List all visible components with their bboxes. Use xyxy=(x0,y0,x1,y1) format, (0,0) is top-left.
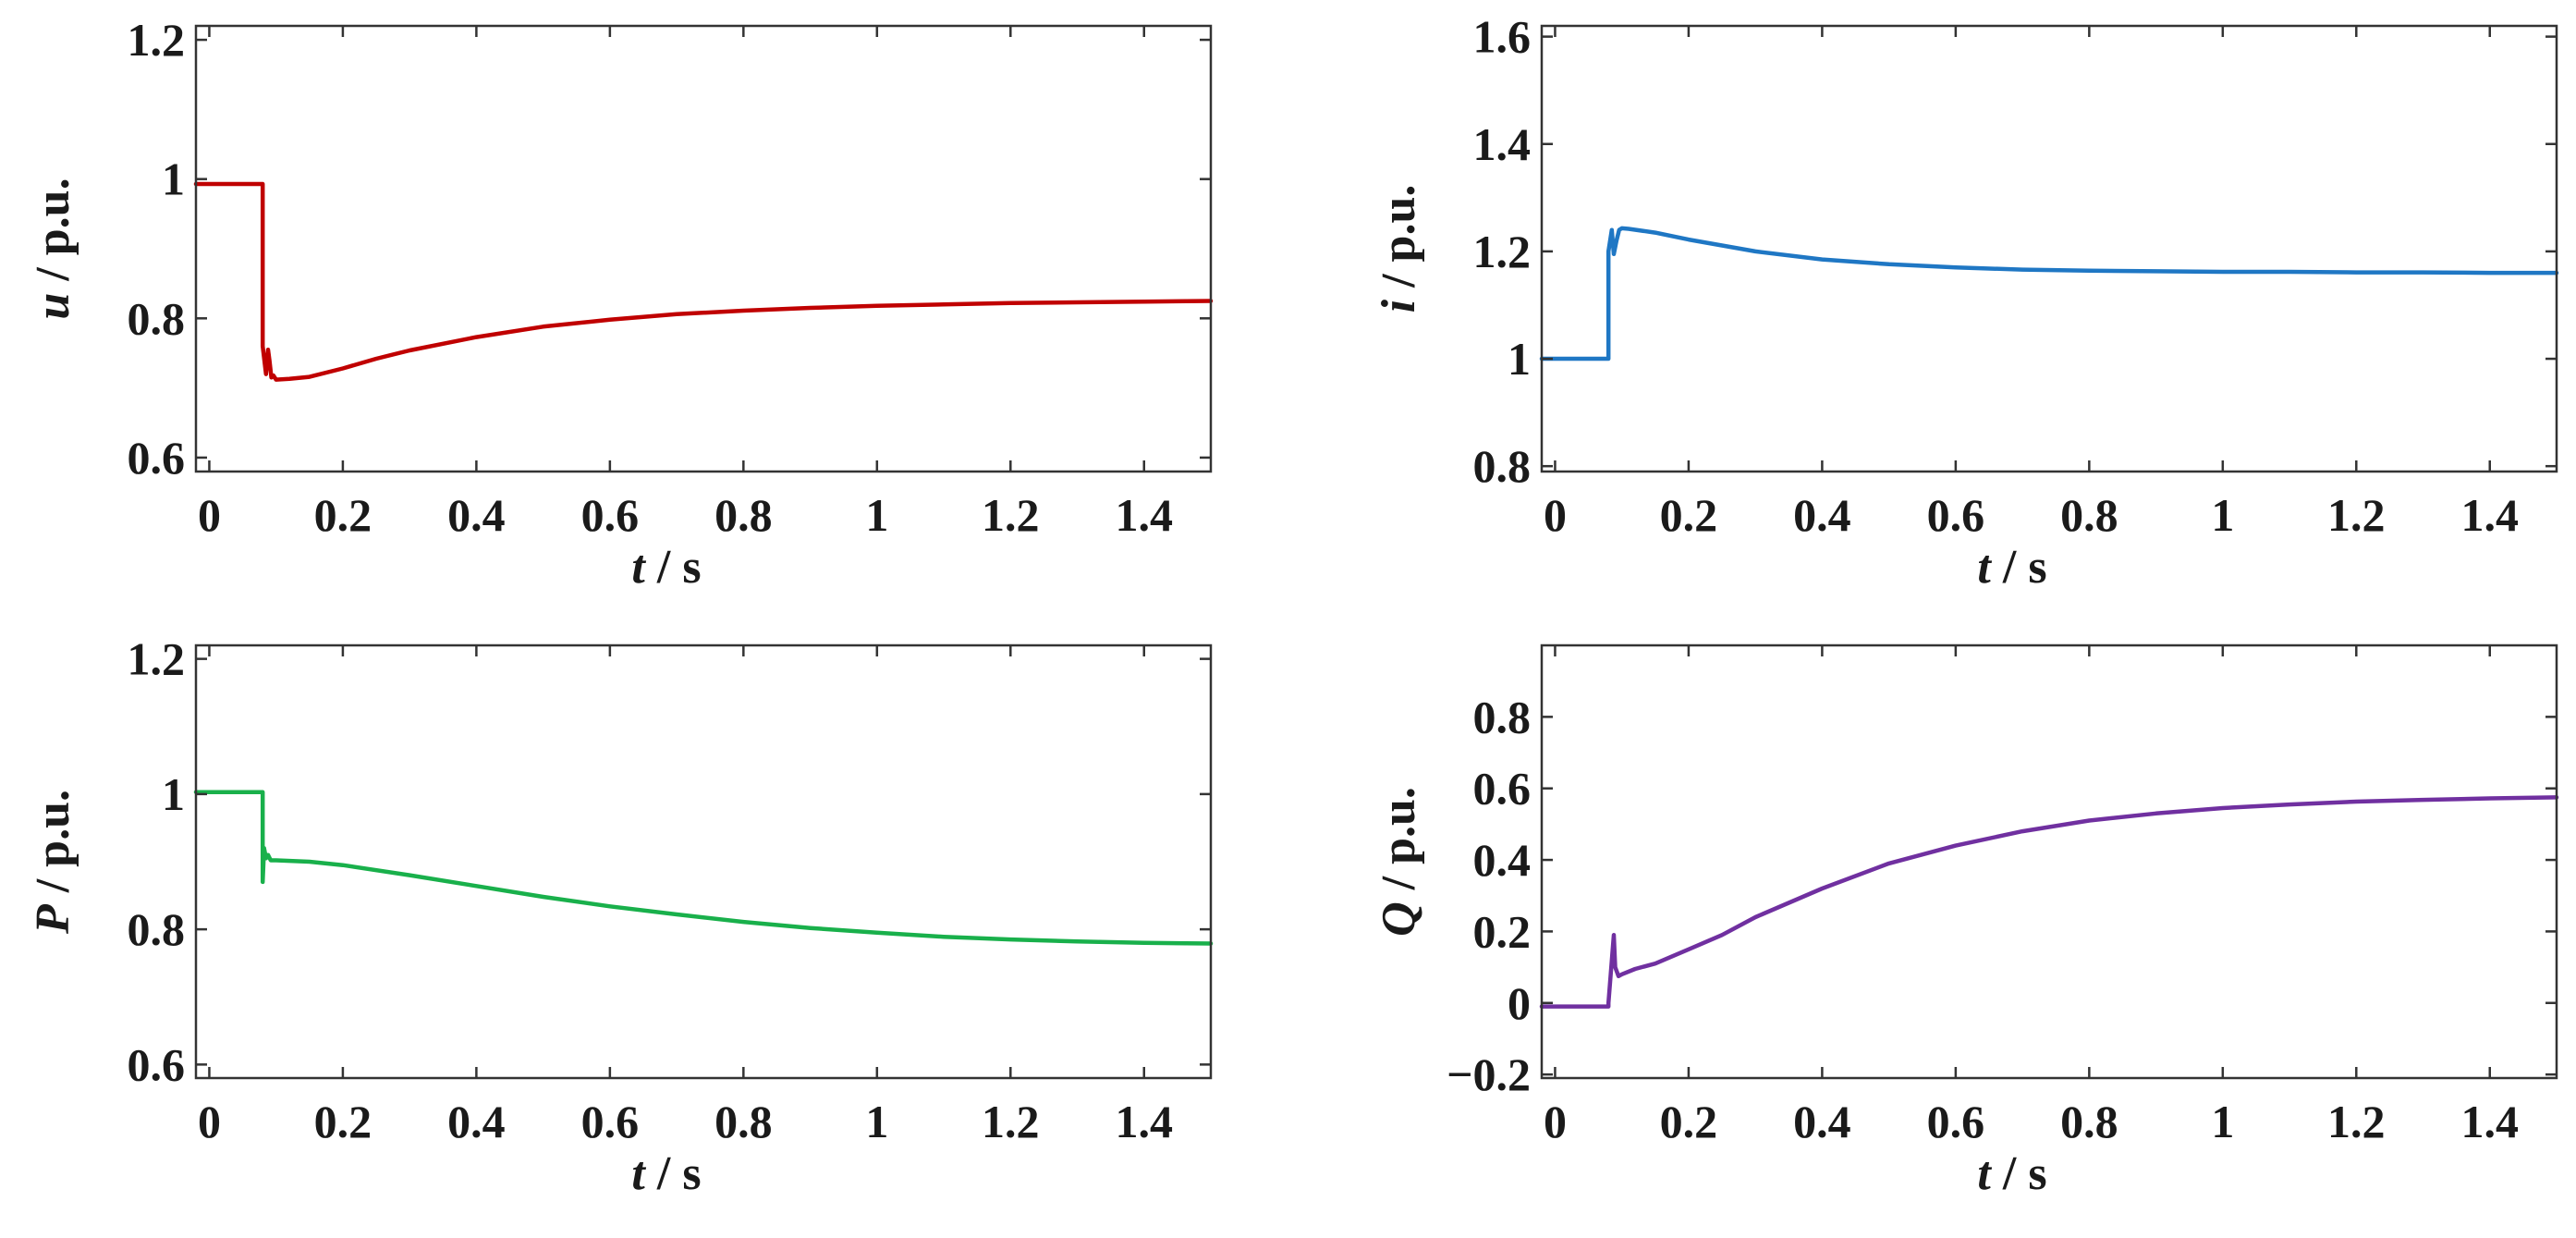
current-xtick-label: 0 xyxy=(1544,489,1567,541)
voltage-ytick-label: 0.8 xyxy=(128,292,186,344)
subplot-reactive-power: 0 0.2 0.4 0.6 0.8 1 1.2 1.4 −0.2 0 0.2 0.4 0.6 0.8 t /… xyxy=(1373,644,2559,1200)
current-ytick-label: 1.2 xyxy=(1473,226,1532,277)
reactive-power-ytick-label: 0 xyxy=(1508,977,1531,1029)
active-power-xtick-label: 0.8 xyxy=(714,1096,773,1147)
active-power-ylabel: P / p.u. xyxy=(27,790,79,935)
voltage-ytick-label: 0.6 xyxy=(128,432,186,484)
voltage-xtick-label: 0.6 xyxy=(581,489,640,541)
current-ytick-label: 0.8 xyxy=(1473,440,1532,492)
current-xtick-label: 0.4 xyxy=(1793,489,1851,541)
current-xtick-label: 0.2 xyxy=(1660,489,1718,541)
reactive-power-ylabel: Q / p.u. xyxy=(1373,787,1425,937)
reactive-power-ytick-label: 0.6 xyxy=(1473,763,1532,815)
voltage-ylabel: u / p.u. xyxy=(27,178,79,319)
current-xtick-label: 1 xyxy=(2211,489,2234,541)
active-power-xtick-label: 0.6 xyxy=(581,1096,640,1147)
current-xtick-label: 0.6 xyxy=(1927,489,1985,541)
voltage-xtick-label: 0 xyxy=(198,489,221,541)
active-power-ytick-label: 0.6 xyxy=(128,1038,186,1090)
current-ytick-label: 1.4 xyxy=(1473,118,1532,170)
reactive-power-ytick-label: 0.8 xyxy=(1473,691,1532,742)
active-power-axes-frame xyxy=(194,644,1213,1080)
voltage-xlabel: t / s xyxy=(631,541,701,594)
reactive-power-series-line xyxy=(1539,795,2559,1009)
reactive-power-ytick-label: −0.2 xyxy=(1447,1048,1531,1100)
reactive-power-xtick-label: 0.8 xyxy=(2060,1096,2118,1147)
reactive-power-ytick-label: 0.4 xyxy=(1473,834,1532,886)
reactive-power-xtick-label: 1 xyxy=(2211,1096,2234,1147)
current-ylabel: i / p.u. xyxy=(1373,185,1425,313)
current-ytick-label: 1 xyxy=(1508,333,1531,385)
subplot-voltage: 0 0.2 0.4 0.6 0.8 1 1.2 1.4 0.6 0.8 1 1.2 t / s u / p… xyxy=(27,14,1214,594)
active-power-ytick-label: 0.8 xyxy=(128,903,186,955)
active-power-xtick-label: 1.4 xyxy=(1116,1096,1174,1147)
voltage-series-line xyxy=(193,181,1214,382)
voltage-ytick-label: 1.2 xyxy=(128,14,186,66)
active-power-series-line xyxy=(193,790,1214,946)
voltage-xtick-label: 1.4 xyxy=(1116,489,1174,541)
reactive-power-xtick-label: 1.2 xyxy=(2327,1096,2386,1147)
active-power-xtick-label: 1.2 xyxy=(982,1096,1040,1147)
subplot-current: 0 0.2 0.4 0.6 0.8 1 1.2 1.4 0.8 1 1.2 1.4 1.6 t / s i … xyxy=(1373,11,2559,594)
current-series-line xyxy=(1539,226,2559,362)
active-power-xtick-label: 0.4 xyxy=(447,1096,506,1147)
reactive-power-xtick-label: 0.6 xyxy=(1927,1096,1985,1147)
subplot-active-power: 0 0.2 0.4 0.6 0.8 1 1.2 1.4 0.6 0.8 1 1.2 t / s P / p… xyxy=(27,633,1214,1200)
voltage-xtick-label: 0.4 xyxy=(447,489,506,541)
active-power-xtick-label: 0 xyxy=(198,1096,221,1147)
voltage-ytick-label: 1 xyxy=(162,153,185,205)
voltage-xtick-label: 0.2 xyxy=(314,489,372,541)
voltage-xtick-label: 0.8 xyxy=(714,489,773,541)
active-power-ytick-label: 1.2 xyxy=(128,633,186,685)
reactive-power-xtick-label: 0.4 xyxy=(1793,1096,1851,1147)
reactive-power-xtick-label: 0.2 xyxy=(1660,1096,1718,1147)
reactive-power-xtick-label: 1.4 xyxy=(2461,1096,2520,1147)
voltage-axes-frame xyxy=(194,24,1213,473)
reactive-power-xtick-label: 0 xyxy=(1544,1096,1567,1147)
reactive-power-axes-frame xyxy=(1540,644,2558,1080)
current-xtick-label: 1.4 xyxy=(2461,489,2520,541)
current-axes-frame xyxy=(1540,24,2558,473)
active-power-xlabel: t / s xyxy=(631,1147,701,1200)
active-power-xtick-label: 0.2 xyxy=(314,1096,372,1147)
voltage-xtick-label: 1.2 xyxy=(982,489,1040,541)
current-xlabel: t / s xyxy=(1977,541,2046,594)
current-ytick-label: 1.6 xyxy=(1473,11,1532,63)
active-power-xtick-label: 1 xyxy=(865,1096,888,1147)
current-xtick-label: 1.2 xyxy=(2327,489,2386,541)
active-power-ytick-label: 1 xyxy=(162,768,185,820)
current-xtick-label: 0.8 xyxy=(2060,489,2118,541)
reactive-power-ytick-label: 0.2 xyxy=(1473,905,1532,957)
reactive-power-xlabel: t / s xyxy=(1977,1147,2046,1200)
voltage-xtick-label: 1 xyxy=(865,489,888,541)
